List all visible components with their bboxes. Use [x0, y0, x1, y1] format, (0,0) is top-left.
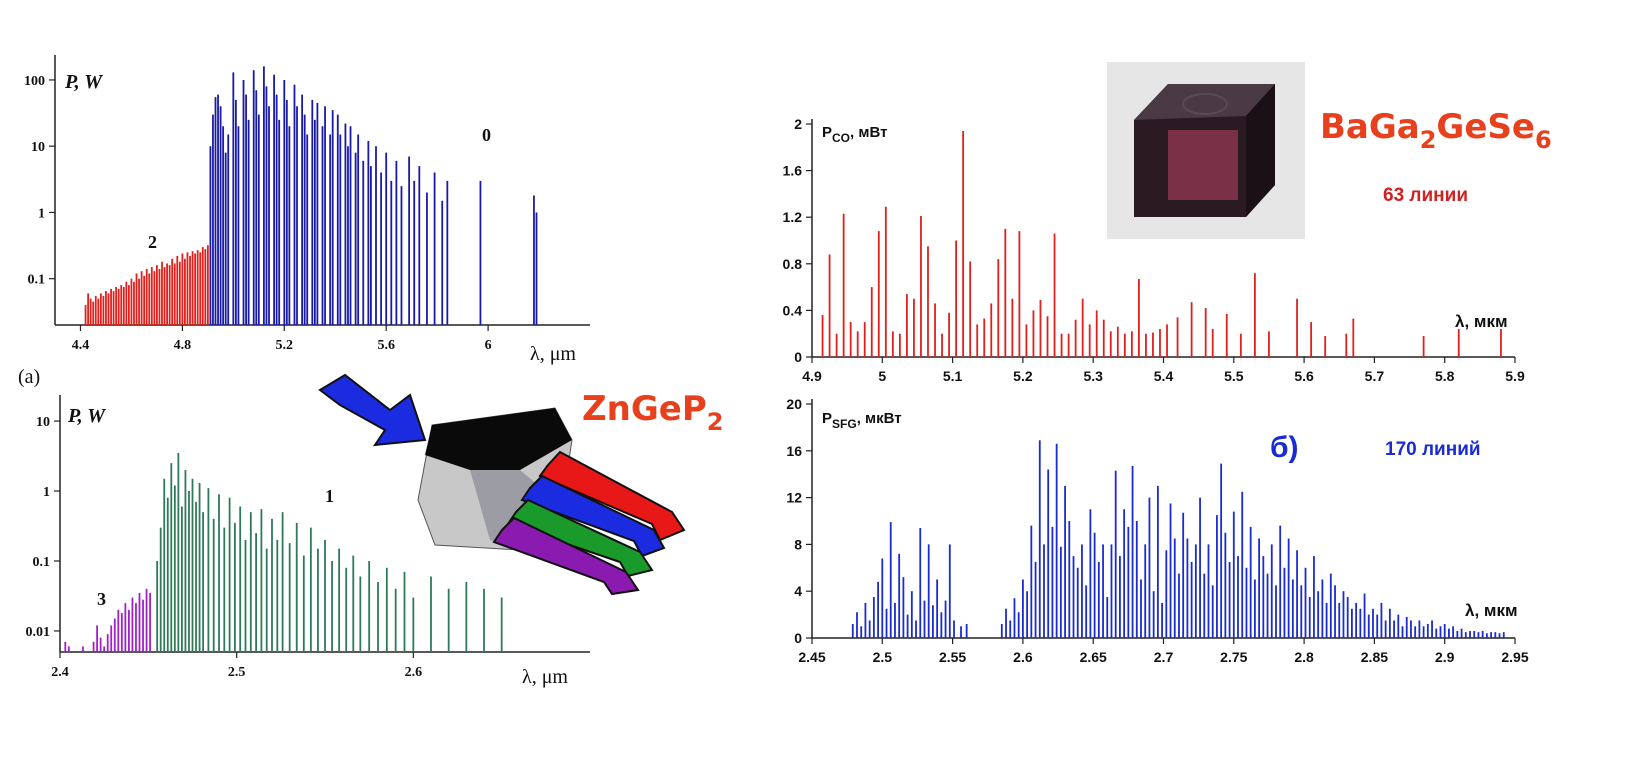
- y-tick-label: 20: [786, 396, 802, 412]
- x-tick-label: 5.2: [276, 338, 294, 353]
- x-tick-label: 2.75: [1220, 649, 1247, 665]
- x-tick-label: 2.6: [1013, 649, 1033, 665]
- y-tick-label: 0.1: [28, 273, 46, 288]
- x-axis-label: λ, μm: [530, 343, 576, 365]
- x-tick-label: 2.95: [1501, 649, 1528, 665]
- y-tick-label: 1.6: [783, 163, 803, 179]
- y-tick-label: 12: [786, 490, 802, 506]
- y-tick-label: 0: [794, 349, 802, 365]
- series-annotation: 1: [325, 486, 334, 506]
- y-tick-label: 1: [43, 485, 50, 500]
- x-tick-label: 5.2: [1013, 368, 1033, 384]
- x-axis-label: λ, μm: [522, 666, 568, 688]
- x-tick-label: 2.7: [1154, 649, 1174, 665]
- y-tick-label: 10: [36, 415, 50, 430]
- x-tick-label: 5.6: [377, 338, 395, 353]
- chart-bgg-co: 4.9 5 5.1 5.2 5.3 5.4 5.5 5.6 5.7 5.8 5.9 0 0.4 0.8 1.…: [783, 116, 1525, 384]
- chart-co-laser: 4.4 4.8 5.2 5.6 6 0.1 1 10 100 P, W λ, μm 2 0: [24, 55, 590, 365]
- y-tick-label: 0.4: [783, 302, 803, 318]
- x-tick-label: 2.5: [873, 649, 893, 665]
- x-tick-label: 5.1: [943, 368, 963, 384]
- x-tick-label: 5.3: [1083, 368, 1103, 384]
- x-tick-label: 2.8: [1294, 649, 1314, 665]
- x-tick-label: 5.5: [1224, 368, 1244, 384]
- y-tick-label: 0.1: [33, 555, 51, 570]
- x-axis-label: λ, мкм: [1455, 312, 1508, 331]
- y-axis-label: PSFG, мкВт: [822, 410, 902, 431]
- x-tick-label: 2.4: [51, 665, 69, 680]
- series-annotation: 3: [97, 589, 106, 609]
- panel-b-label: б): [1270, 431, 1299, 464]
- series-annotation: 0: [482, 125, 491, 145]
- x-axis-label: λ, мкм: [1465, 601, 1518, 620]
- x-tick-label: 2.45: [798, 649, 825, 665]
- x-tick-label: 2.5: [228, 665, 246, 680]
- y-axis-label: PCO, мВт: [822, 124, 887, 145]
- x-tick-label: 4.9: [802, 368, 822, 384]
- x-tick-label: 4.8: [174, 338, 192, 353]
- x-tick-label: 5.9: [1505, 368, 1525, 384]
- lines-count-63: 63 линии: [1383, 185, 1468, 206]
- x-tick-label: 4.4: [72, 338, 90, 353]
- x-tick-label: 2.65: [1080, 649, 1107, 665]
- y-tick-label: 0.8: [783, 256, 803, 272]
- x-tick-label: 2.6: [405, 665, 423, 680]
- bagageses-label: BaGa2GeSe6: [1320, 107, 1552, 154]
- series-annotation: 2: [148, 232, 157, 252]
- y-tick-label: 1: [38, 206, 45, 221]
- x-tick-label: 5.6: [1294, 368, 1314, 384]
- bagageses-crystal-photo: [1107, 62, 1305, 239]
- zngep2-crystal-top: [425, 408, 572, 470]
- x-tick-label: 2.55: [939, 649, 966, 665]
- y-axis-label: P, W: [64, 71, 103, 93]
- x-tick-label: 2.9: [1435, 649, 1455, 665]
- x-tick-label: 5: [878, 368, 886, 384]
- x-tick-label: 5.8: [1435, 368, 1455, 384]
- x-tick-label: 5.7: [1365, 368, 1385, 384]
- y-tick-label: 10: [31, 140, 45, 155]
- chart-co-sfg: 2.4 2.5 2.6 0.01 0.1 1 10 P, W λ, μm 3 1: [26, 395, 590, 688]
- x-tick-label: 6: [485, 338, 492, 353]
- y-tick-label: 16: [786, 443, 802, 459]
- x-tick-label: 5.4: [1154, 368, 1174, 384]
- zngep2-crystal-illustration: [318, 373, 686, 596]
- y-axis-label: P, W: [67, 405, 106, 427]
- panel-a-label: (a): [18, 366, 40, 388]
- y-tick-label: 0.01: [26, 625, 51, 640]
- zngep2-label: ZnGeP2: [582, 389, 723, 436]
- y-tick-label: 1.2: [783, 209, 803, 225]
- y-tick-label: 8: [794, 536, 802, 552]
- input-beam-arrow-icon: [318, 373, 427, 447]
- lines-count-170: 170 линий: [1385, 439, 1481, 460]
- output-beam-purple-arrow-icon: [492, 516, 640, 596]
- y-tick-label: 2: [794, 116, 802, 132]
- y-tick-label: 0: [794, 630, 802, 646]
- y-tick-label: 4: [794, 583, 802, 599]
- y-tick-label: 100: [24, 74, 45, 89]
- x-tick-label: 2.85: [1361, 649, 1388, 665]
- chart-bgg-sfg: 2.45 2.5 2.55 2.6 2.65 2.7 2.75 2.8 2.85 2.9 2.95 0…: [786, 396, 1528, 665]
